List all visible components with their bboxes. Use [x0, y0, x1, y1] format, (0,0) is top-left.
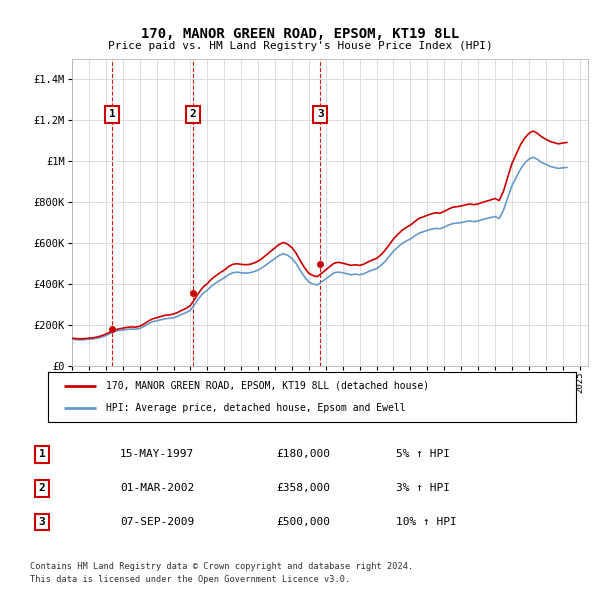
Text: This data is licensed under the Open Government Licence v3.0.: This data is licensed under the Open Gov…	[30, 575, 350, 584]
Text: Price paid vs. HM Land Registry's House Price Index (HPI): Price paid vs. HM Land Registry's House …	[107, 41, 493, 51]
Text: 07-SEP-2009: 07-SEP-2009	[120, 517, 194, 527]
Text: 01-MAR-2002: 01-MAR-2002	[120, 483, 194, 493]
Text: 3: 3	[38, 517, 46, 527]
Text: 3: 3	[317, 109, 323, 119]
Text: 5% ↑ HPI: 5% ↑ HPI	[396, 450, 450, 460]
Text: 10% ↑ HPI: 10% ↑ HPI	[396, 517, 457, 527]
Text: 2: 2	[190, 109, 197, 119]
Text: 1: 1	[38, 450, 46, 460]
Text: £500,000: £500,000	[276, 517, 330, 527]
Text: 3% ↑ HPI: 3% ↑ HPI	[396, 483, 450, 493]
Text: 170, MANOR GREEN ROAD, EPSOM, KT19 8LL: 170, MANOR GREEN ROAD, EPSOM, KT19 8LL	[141, 27, 459, 41]
Text: 170, MANOR GREEN ROAD, EPSOM, KT19 8LL (detached house): 170, MANOR GREEN ROAD, EPSOM, KT19 8LL (…	[106, 381, 429, 391]
Text: 1: 1	[109, 109, 115, 119]
Text: 2: 2	[38, 483, 46, 493]
Text: £358,000: £358,000	[276, 483, 330, 493]
Text: £180,000: £180,000	[276, 450, 330, 460]
Text: Contains HM Land Registry data © Crown copyright and database right 2024.: Contains HM Land Registry data © Crown c…	[30, 562, 413, 571]
Text: HPI: Average price, detached house, Epsom and Ewell: HPI: Average price, detached house, Epso…	[106, 403, 406, 413]
Text: 15-MAY-1997: 15-MAY-1997	[120, 450, 194, 460]
